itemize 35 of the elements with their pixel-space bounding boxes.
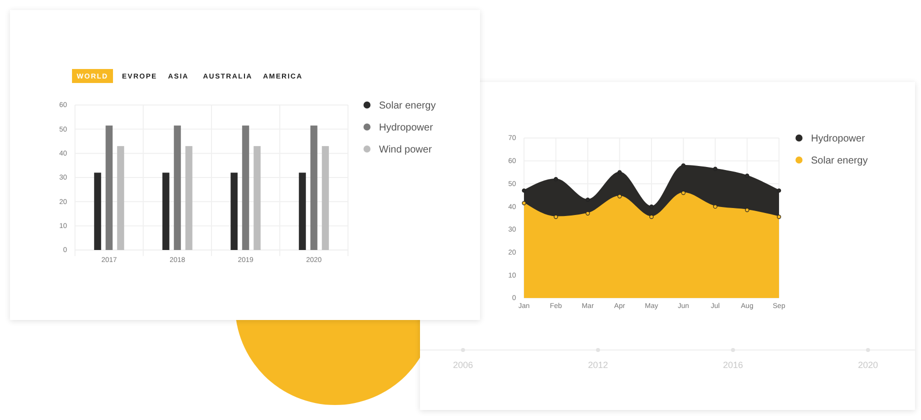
point bbox=[745, 174, 750, 178]
point bbox=[681, 163, 686, 168]
bar bbox=[230, 172, 238, 250]
bar bbox=[242, 126, 250, 250]
bar bbox=[322, 146, 329, 250]
point bbox=[618, 194, 622, 198]
bar bbox=[174, 126, 181, 250]
point bbox=[649, 214, 654, 219]
point bbox=[586, 198, 590, 202]
bar bbox=[254, 146, 261, 250]
bar bbox=[94, 172, 102, 250]
point bbox=[522, 188, 526, 193]
bar bbox=[162, 172, 170, 250]
point bbox=[776, 188, 782, 193]
point bbox=[713, 166, 718, 171]
bar bbox=[185, 146, 192, 250]
legend-label: Solar energy bbox=[379, 100, 436, 112]
point bbox=[586, 211, 590, 216]
point bbox=[713, 204, 718, 209]
point bbox=[554, 214, 558, 219]
point bbox=[554, 177, 558, 182]
point bbox=[522, 201, 526, 206]
bar bbox=[117, 146, 124, 250]
bar bbox=[310, 126, 318, 250]
legend-label: Hydropower bbox=[811, 134, 866, 144]
legend-label: Wind power bbox=[379, 144, 432, 156]
point bbox=[618, 170, 622, 174]
legend-label: Hydropower bbox=[379, 122, 434, 134]
point bbox=[776, 214, 782, 219]
point bbox=[681, 190, 686, 195]
bar bbox=[106, 126, 113, 250]
point bbox=[745, 208, 750, 212]
point bbox=[649, 204, 654, 209]
bar bbox=[298, 172, 306, 250]
legend-label: Solar energy bbox=[811, 156, 868, 166]
